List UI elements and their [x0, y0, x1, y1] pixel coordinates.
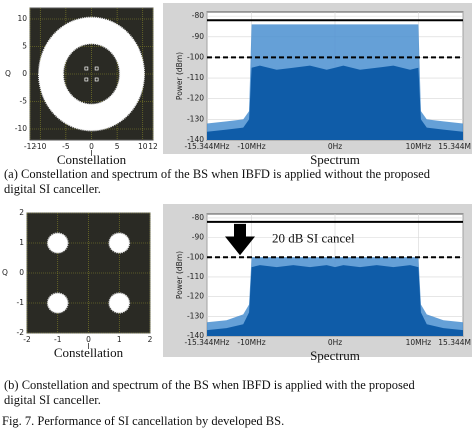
chart-title: Spectrum	[310, 152, 360, 167]
y-tick-label: -5	[20, 97, 28, 106]
y-tick-label: -1	[17, 298, 25, 307]
panel-caption: digital SI canceller.	[4, 182, 101, 196]
x-axis-label: I	[87, 342, 89, 351]
x-axis-label: I	[90, 149, 92, 158]
constellation-point	[94, 77, 99, 82]
constellation-ring	[37, 16, 146, 132]
x-tick-label: 12	[148, 142, 158, 151]
panel-caption: digital SI canceller.	[4, 393, 101, 407]
x-tick-label: -15.344MHz	[185, 338, 230, 347]
arrow	[225, 223, 255, 256]
chart-title: Spectrum	[310, 348, 360, 363]
constellation-cluster	[108, 292, 131, 314]
y-tick-label: -140	[187, 135, 204, 144]
x-tick-label: 1	[117, 335, 122, 344]
spectrum-area	[207, 265, 463, 336]
x-tick-label: 5	[115, 142, 120, 151]
y-axis-label: Q	[2, 268, 8, 277]
y-tick-label: -90	[192, 32, 204, 41]
constellation-cluster	[108, 232, 131, 254]
y-axis-label: Q	[5, 69, 11, 78]
x-tick-label: 10	[138, 142, 148, 151]
x-tick-label: 10MHz	[406, 338, 432, 347]
y-tick-label: 2	[19, 208, 24, 217]
x-tick-label: 0Hz	[328, 338, 342, 347]
x-tick-label: 15.344M	[438, 142, 471, 151]
y-tick-label: -10	[15, 124, 27, 133]
y-tick-label: -100	[187, 52, 204, 61]
y-tick-label: -80	[192, 11, 204, 20]
y-axis-label: Power (dBm)	[175, 251, 184, 299]
x-tick-label: 0	[86, 335, 91, 344]
constellation-point	[94, 66, 99, 71]
x-tick-label: 0Hz	[328, 142, 342, 151]
chart-title: Constellation	[57, 152, 127, 167]
annotation: 20 dB SI cancel	[272, 231, 355, 246]
y-axis-label: Power (dBm)	[175, 52, 184, 100]
y-tick-label: -80	[192, 213, 204, 222]
x-tick-label: -12	[24, 142, 36, 151]
x-tick-label: -10	[34, 142, 46, 151]
constellation-cluster	[46, 292, 69, 314]
y-tick-label: -2	[17, 328, 25, 337]
y-tick-label: 5	[22, 42, 27, 51]
y-tick-label: -110	[187, 272, 204, 281]
y-tick-label: -140	[187, 331, 204, 340]
y-tick-label: 10	[17, 14, 27, 23]
y-tick-label: -110	[187, 73, 204, 82]
panel-caption: (a) Constellation and spectrum of the BS…	[4, 167, 431, 181]
constellation-cluster	[46, 232, 69, 254]
x-tick-label: 15.344M	[438, 338, 471, 347]
x-tick-label: 0	[89, 142, 94, 151]
y-tick-label: 0	[22, 69, 27, 78]
y-tick-label: -130	[187, 114, 204, 123]
y-tick-label: 1	[19, 238, 24, 247]
figure-caption: Fig. 7. Performance of SI cancellation b…	[2, 414, 284, 428]
chart-title: Constellation	[54, 345, 124, 360]
y-tick-label: -100	[187, 252, 204, 261]
y-tick-label: -90	[192, 233, 204, 242]
x-tick-label: -10MHz	[237, 142, 265, 151]
y-tick-label: -120	[187, 94, 204, 103]
x-tick-label: 10MHz	[406, 142, 432, 151]
constellation-point	[84, 66, 89, 71]
x-tick-label: 2	[148, 335, 153, 344]
x-tick-label: -10MHz	[237, 338, 265, 347]
x-tick-label: -2	[23, 335, 31, 344]
constellation-point	[84, 77, 89, 82]
x-tick-label: -1	[54, 335, 62, 344]
x-tick-label: -5	[62, 142, 70, 151]
y-tick-label: 0	[19, 268, 24, 277]
y-tick-label: -130	[187, 311, 204, 320]
y-tick-label: -120	[187, 292, 204, 301]
x-tick-label: -15.344MHz	[185, 142, 230, 151]
panel-caption: (b) Constellation and spectrum of the BS…	[4, 378, 415, 392]
spectrum-area	[207, 65, 463, 140]
